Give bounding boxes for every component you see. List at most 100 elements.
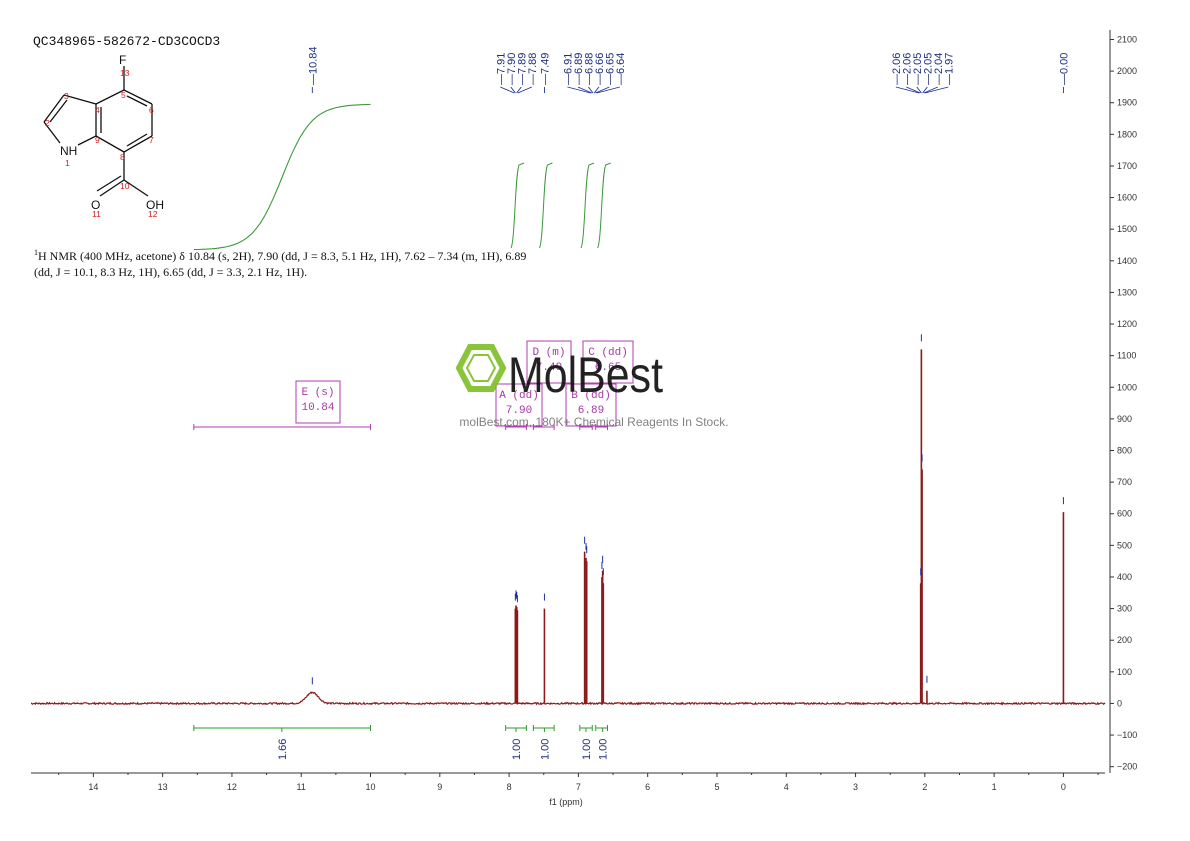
x-tick-label: 4 — [784, 782, 789, 792]
y-tick-label: 200 — [1117, 635, 1132, 645]
peak-label-connector — [510, 86, 516, 94]
molbest-logo-icon — [455, 344, 507, 392]
peak-shift-label: —7.91 — [495, 53, 507, 85]
spectrum — [30, 334, 1106, 706]
multiplet-shift-b: 6.89 — [578, 405, 604, 417]
peak-label-connector — [517, 86, 532, 94]
nmr-superscript: 1 — [34, 248, 38, 257]
peak-shift-label: —6.89 — [573, 53, 585, 85]
peak-shift-label: —2.06 — [891, 53, 903, 85]
multiplet-annotations: E (s) 10.84 A (dd) 7.90 D (m) 7.49 C (dd) 6.65 B… — [193, 340, 634, 430]
integral-value: 1.00 — [539, 739, 551, 760]
x-tick-label: 7 — [576, 782, 581, 792]
atom-f-label: F — [119, 53, 126, 67]
atom-oh-label: OH — [146, 198, 164, 212]
y-tick-label: 1100 — [1117, 351, 1136, 361]
peak-label-connector — [516, 86, 522, 94]
y-tick-label: 600 — [1117, 509, 1132, 519]
nmr-description-line2: (dd, J = 10.1, 8.3 Hz, 1H), 6.65 (dd, J … — [34, 265, 307, 279]
y-tick-label: 2000 — [1117, 66, 1137, 76]
y-tick-label: 500 — [1117, 540, 1132, 550]
peak-label-connector — [588, 86, 594, 94]
y-tick-label: 100 — [1117, 667, 1132, 677]
integral-curve — [510, 162, 525, 249]
multiplet-box-e — [295, 380, 341, 424]
y-tick-label: 1200 — [1117, 319, 1137, 329]
peak-shift-label: —6.65 — [604, 53, 616, 85]
x-tick-label: 6 — [645, 782, 650, 792]
peak-shift-label: —7.89 — [516, 53, 528, 85]
integral-bars: 1.66 1.00 1.00 1.00 1.00 — [193, 725, 610, 760]
x-tick-label: 1 — [992, 782, 997, 792]
peak-shift-label: —2.04 — [933, 53, 945, 85]
y-axis: −200 −100 0 100 200 300 400 500 600 700 800 900 1000… — [1109, 30, 1137, 773]
integral-curve — [580, 162, 595, 249]
atom-oh-number: 12 — [148, 209, 158, 219]
peak-shift-label: —7.49 — [539, 53, 551, 85]
integral-curve — [597, 162, 611, 249]
ring-number-10: 10 — [120, 181, 130, 191]
y-tick-label: −100 — [1117, 730, 1137, 740]
multiplet-label-d: D (m) — [532, 347, 565, 359]
multiplet-shift-d: 7.49 — [536, 362, 562, 374]
integral-value: 1.00 — [511, 739, 523, 760]
peak-shift-label: —0.00 — [1058, 53, 1070, 85]
integral-curve — [193, 103, 371, 251]
peak-label-connector — [595, 86, 610, 94]
integral-curves — [193, 103, 611, 251]
y-tick-label: 1500 — [1117, 224, 1137, 234]
multiplet-box-c — [582, 340, 634, 384]
multiplet-shift-e: 10.84 — [301, 402, 334, 414]
x-tick-label: 2 — [922, 782, 927, 792]
multiplet-box-a — [495, 383, 543, 427]
y-tick-label: 300 — [1117, 604, 1132, 614]
sample-id: QC348965-582672-CD3COCD3 — [33, 34, 220, 49]
ring-number-4: 4 — [95, 105, 100, 115]
y-tick-label: 1000 — [1117, 382, 1137, 392]
multiplet-box-d — [526, 340, 572, 384]
y-tick-label: 800 — [1117, 446, 1132, 456]
y-tick-label: 1900 — [1117, 98, 1137, 108]
peak-shift-label: —6.66 — [594, 53, 606, 85]
atom-nh-number: 1 — [65, 158, 70, 168]
peak-shift-label: —7.88 — [527, 53, 539, 85]
x-tick-label: 9 — [437, 782, 442, 792]
peak-label-connector — [500, 86, 515, 94]
peak-label-connector — [577, 86, 593, 94]
molbest-tagline: molBest.com, 180K+ Chemical Reagents In … — [459, 415, 728, 429]
y-tick-label: 700 — [1117, 477, 1132, 487]
peak-label-connector — [567, 86, 591, 94]
x-tick-label: 14 — [88, 782, 98, 792]
y-tick-label: 1800 — [1117, 129, 1137, 139]
integral-value: 1.00 — [581, 739, 593, 760]
peak-label-connector — [596, 86, 620, 94]
x-tick-label: 5 — [714, 782, 719, 792]
peak-shift-label: —6.64 — [615, 53, 627, 85]
multiplet-shift-c: 6.65 — [595, 362, 621, 374]
y-tick-label: 2100 — [1117, 34, 1137, 44]
ring-number-3: 3 — [64, 91, 69, 101]
peak-shift-label: —2.05 — [912, 53, 924, 85]
y-tick-label: 1600 — [1117, 193, 1137, 203]
molbest-watermark: MolBest molBest.com, 180K+ Chemical Reag… — [455, 344, 729, 429]
atom-o-label: O — [91, 198, 100, 212]
atom-o-number: 11 — [92, 209, 101, 219]
ring-number-8: 8 — [120, 152, 125, 162]
ring-number-6: 6 — [149, 105, 154, 115]
multiplet-shift-a: 7.90 — [506, 405, 532, 417]
integral-curve — [538, 162, 553, 249]
y-tick-label: 1700 — [1117, 161, 1137, 171]
ring-number-2: 2 — [45, 118, 50, 128]
peak-shift-label: —10.84 — [307, 46, 319, 85]
peak-label-connector — [916, 86, 922, 94]
peak-labels: —10.84 —7.91—7.90—7.89—7.88 —7.49 —6.91—6.8… — [307, 46, 1070, 94]
ring-number-7: 7 — [149, 135, 154, 145]
peak-label-connector — [895, 86, 920, 94]
nmr-line1-text: H NMR (400 MHz, acetone) δ 10.84 (s, 2H)… — [38, 249, 526, 263]
integral-value: 1.66 — [277, 739, 289, 760]
multiplet-label-a: A (dd) — [499, 390, 539, 402]
peak-shift-label: —2.05 — [922, 53, 934, 85]
x-axis-title: f1 (ppm) — [549, 797, 583, 807]
x-tick-label: 11 — [297, 782, 306, 792]
